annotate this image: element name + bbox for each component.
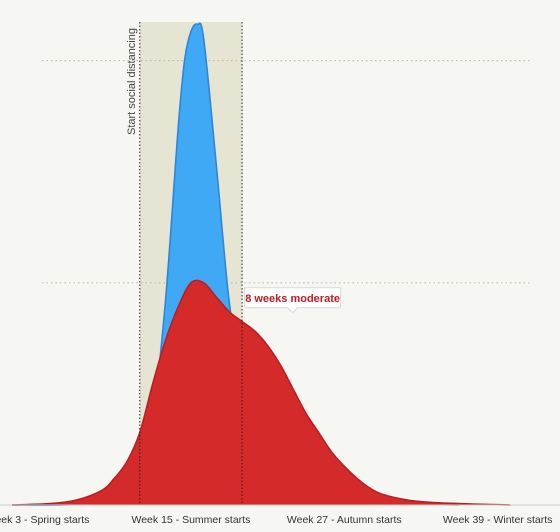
gridlines <box>42 60 530 284</box>
distancing-label: Start social distancing <box>126 28 138 135</box>
callout-box <box>244 287 342 314</box>
x-tick-label-0: Week 3 - Spring starts <box>0 514 89 526</box>
series-line-1 <box>11 279 511 506</box>
x-tick-label-1: Week 15 - Summer starts <box>132 514 251 526</box>
x-tick-label-3: Week 39 - Winter starts <box>443 514 553 526</box>
x-tick-label-2: Week 27 - Autumn starts <box>287 514 402 526</box>
series-areas <box>11 22 511 506</box>
callout-label: 8 weeks moderate <box>245 293 340 305</box>
series-area-1 <box>12 280 511 505</box>
series-callout: 8 weeks moderate <box>244 287 342 314</box>
x-axis-ticks: Week 3 - Spring starts Week 15 - Summer s… <box>0 514 552 526</box>
